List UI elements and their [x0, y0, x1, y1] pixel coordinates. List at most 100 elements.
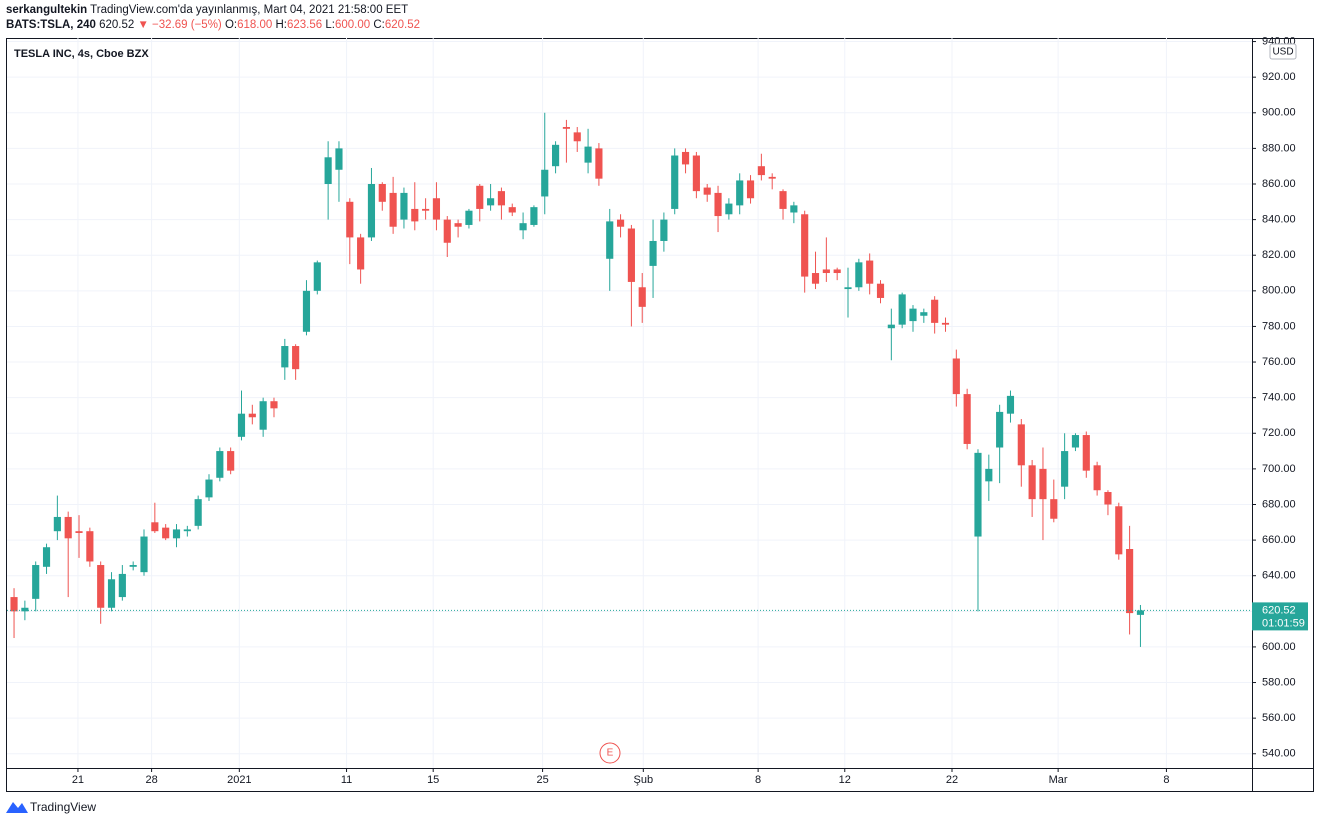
candle-body — [367, 184, 376, 238]
candle-body — [162, 527, 170, 539]
candle-body — [140, 536, 148, 573]
candle-body — [32, 565, 40, 599]
ohlc-value: 618.00 — [237, 19, 273, 31]
candle-body — [757, 166, 765, 176]
candle-body — [779, 191, 787, 209]
candle-body — [1115, 506, 1123, 555]
candle-body — [725, 203, 733, 215]
x-tick-label: 2021 — [227, 774, 251, 786]
x-tick-label: 12 — [839, 774, 851, 786]
candle-body — [530, 207, 538, 225]
ohlc-label: C: — [373, 19, 385, 31]
candle-body — [844, 287, 852, 290]
axes: 540.00560.00580.00600.00620.00640.00660.… — [72, 35, 1308, 786]
candle-body — [10, 597, 18, 612]
candle-body — [909, 308, 917, 322]
candle-body — [573, 132, 581, 142]
candle-body — [703, 187, 711, 195]
candle-body — [1071, 435, 1080, 448]
candle-body — [952, 358, 960, 395]
ohlc-label: L: — [325, 19, 335, 31]
y-tick-label: 600.00 — [1262, 641, 1296, 653]
y-tick-label: 560.00 — [1262, 712, 1296, 724]
candle-body — [508, 207, 516, 213]
y-tick-label: 920.00 — [1262, 71, 1296, 83]
candle-body — [1082, 435, 1090, 471]
author: serkangultekin — [6, 4, 88, 16]
candle-body — [292, 346, 300, 370]
candle-body — [801, 214, 809, 277]
x-tick-label: 25 — [536, 774, 548, 786]
candle-body — [443, 219, 451, 243]
candle-body — [627, 228, 635, 282]
x-tick-label: Mar — [1049, 774, 1068, 786]
candle-body — [887, 324, 895, 329]
y-tick-label: 680.00 — [1262, 498, 1296, 510]
candle-body — [606, 221, 614, 259]
last-price-label: 620.52 — [1262, 604, 1296, 616]
x-tick-label: 8 — [1163, 774, 1169, 786]
candle-body — [552, 144, 560, 167]
candle-body — [75, 531, 83, 533]
candle-body — [53, 516, 61, 532]
candle-body — [1126, 549, 1134, 614]
candle-body — [64, 516, 72, 539]
last-price-tag — [1252, 602, 1308, 631]
y-tick-label: 580.00 — [1262, 676, 1296, 688]
candle-body — [1104, 492, 1112, 505]
candle-body — [465, 210, 473, 225]
candle-body — [931, 299, 939, 323]
y-tick-label: 740.00 — [1262, 392, 1296, 404]
candle-body — [736, 180, 744, 206]
last-price: 620.52 — [99, 19, 135, 31]
candle-body — [42, 547, 51, 567]
candle-body — [941, 322, 950, 325]
candle-body — [259, 401, 267, 430]
x-tick-label: Şub — [634, 774, 654, 786]
candle-body — [172, 529, 181, 539]
candle-body — [790, 205, 798, 213]
candle-body — [996, 411, 1004, 448]
ohlc-value: 623.56 — [286, 19, 323, 31]
candle-body — [1017, 424, 1025, 466]
candle-body — [660, 219, 668, 241]
y-tick-label: 900.00 — [1262, 107, 1296, 119]
candle-body — [1006, 395, 1015, 414]
y-tick-label: 660.00 — [1262, 534, 1296, 546]
ohlc: O:618.00 H:623.56 L:600.00 C:620.52 — [225, 19, 420, 31]
candle-body — [681, 151, 690, 165]
candle-body — [714, 192, 722, 217]
x-tick-label: 22 — [946, 774, 958, 786]
candle-body — [487, 198, 495, 206]
candle-body — [21, 607, 29, 612]
candle-body — [562, 127, 570, 129]
candle-body — [118, 573, 126, 598]
event-marker[interactable] — [599, 742, 621, 764]
candle-body — [129, 565, 137, 567]
candle-body — [616, 219, 625, 227]
symbol: BATS:TSLA, 240 — [6, 19, 96, 31]
symbol-line: BATS:TSLA, 240 620.52 ▼ −32.69 (−5%) O:6… — [6, 19, 420, 31]
candle-body — [595, 148, 603, 179]
candle-body — [833, 269, 841, 274]
publish-line: serkangultekin TradingView.com'da yayınl… — [6, 4, 408, 16]
candle-body — [324, 157, 332, 184]
candle-body — [86, 531, 94, 562]
candle-body — [638, 287, 646, 307]
candle-body — [432, 198, 441, 220]
currency-box — [1269, 43, 1297, 60]
logo: TradingView — [6, 800, 96, 814]
candle-body — [1028, 465, 1036, 500]
currency: USD — [1272, 47, 1293, 58]
change: ▼ −32.69 (−5%) — [137, 19, 222, 31]
candle-body — [855, 262, 863, 288]
candle-body — [107, 579, 116, 608]
candle-body — [378, 184, 386, 202]
candle-body — [270, 401, 278, 409]
candle-body — [1136, 610, 1145, 615]
candle-body — [357, 237, 365, 270]
candle-body — [389, 192, 397, 227]
frame — [6, 38, 1314, 792]
